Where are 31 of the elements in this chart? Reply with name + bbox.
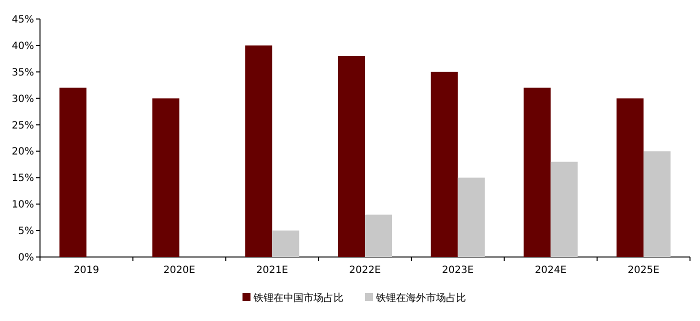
x-tick-label: 2021E — [256, 265, 288, 276]
bar — [245, 45, 272, 257]
y-tick-label: 20% — [12, 146, 34, 158]
bar — [458, 178, 485, 257]
bar — [59, 88, 86, 257]
bar — [430, 72, 458, 257]
y-tick-label: 25% — [12, 120, 34, 132]
y-tick-label: 45% — [12, 14, 34, 26]
x-tick-label: 2020E — [163, 265, 196, 276]
bar — [616, 98, 644, 257]
x-tick-label: 2019 — [74, 265, 100, 276]
x-tick-label: 2024E — [534, 265, 567, 276]
y-tick-label: 0% — [18, 252, 34, 264]
y-tick-label: 15% — [12, 173, 34, 184]
bar — [272, 230, 300, 257]
legend-label: 铁锂在海外市场占比 — [375, 292, 466, 304]
y-tick-label: 10% — [12, 200, 34, 211]
bar — [644, 151, 671, 257]
bar — [550, 162, 578, 257]
bar — [338, 56, 365, 257]
x-tick-label: 2025E — [628, 265, 660, 276]
y-tick-label: 35% — [12, 67, 34, 78]
legend-label: 铁锂在中国市场占比 — [252, 292, 344, 304]
y-tick-label: 30% — [12, 94, 34, 105]
x-tick-label: 2023E — [442, 265, 474, 276]
x-tick-label: 2022E — [349, 265, 381, 276]
bar — [152, 98, 180, 257]
bar — [365, 214, 392, 257]
y-tick-label: 5% — [18, 226, 34, 238]
bar — [524, 88, 551, 257]
y-tick-label: 40% — [12, 40, 34, 52]
